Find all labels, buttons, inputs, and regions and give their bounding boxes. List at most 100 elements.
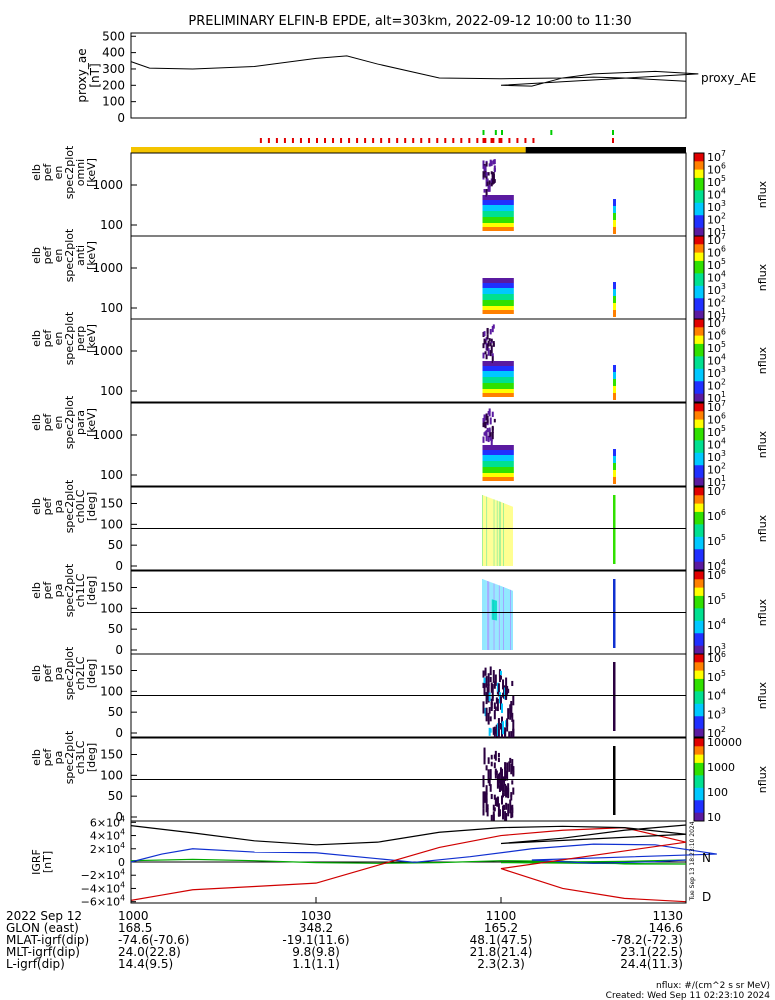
red-mark xyxy=(299,138,302,143)
spectrogram-cell xyxy=(503,310,505,314)
spectrogram-cell xyxy=(494,223,497,227)
spectrogram-cell xyxy=(490,682,493,693)
spectrogram-cell xyxy=(482,361,485,366)
spectrogram-cell xyxy=(495,211,498,217)
spectrogram-cell xyxy=(485,172,488,177)
spectrogram-cell xyxy=(511,371,513,377)
spectrogram-cell xyxy=(482,371,485,377)
spectrogram-cell xyxy=(502,679,505,690)
spectrogram-cell xyxy=(496,461,499,467)
colorbar-frame xyxy=(693,653,705,738)
spectrogram-cell xyxy=(501,473,503,477)
spectrogram-cell xyxy=(511,283,513,288)
spectrogram-cell xyxy=(485,342,488,351)
spectrogram-cell xyxy=(484,393,487,397)
spectrogram-cell xyxy=(504,278,506,283)
spectrogram-cell xyxy=(484,421,487,429)
spectrogram-cell xyxy=(482,200,485,205)
spectrogram-cell xyxy=(483,377,486,383)
status-bars xyxy=(131,130,686,153)
green-mark xyxy=(501,130,503,135)
spectrogram-cell xyxy=(613,303,616,310)
green-mark xyxy=(494,130,497,135)
spectrogram-cell xyxy=(487,340,490,347)
spectrogram-cell xyxy=(508,283,510,288)
spectrogram-cell xyxy=(493,710,496,720)
colorbar-cell xyxy=(694,184,704,187)
spectrogram-cell xyxy=(490,217,493,223)
spectrogram-cell xyxy=(503,804,506,811)
spectrogram-cell xyxy=(501,227,503,231)
colorbar-cell xyxy=(694,670,704,674)
spectrogram-cell xyxy=(492,205,495,211)
colorbar-cell xyxy=(694,327,704,330)
spectrogram-cell xyxy=(498,283,501,288)
spectrogram-cell xyxy=(508,200,510,205)
colorbar-cell xyxy=(694,701,704,705)
spectrogram-cell xyxy=(510,306,512,310)
colorbar-tick-label: 101 xyxy=(707,224,726,239)
spectrogram-cell xyxy=(495,393,498,397)
igrf-line-E xyxy=(130,843,717,864)
spectrogram-cell xyxy=(511,195,513,200)
colorbar-cell xyxy=(694,775,704,778)
spectrogram-cell xyxy=(504,393,506,397)
spectrogram-cell xyxy=(490,160,493,164)
y-tick-label: 100 xyxy=(100,218,123,232)
spectrogram-cell xyxy=(503,200,505,205)
spectrogram-cell xyxy=(499,361,502,366)
spectrogram-cell xyxy=(508,731,511,739)
colorbar-cell xyxy=(694,536,704,540)
spectrogram-cell xyxy=(497,294,500,300)
spectrogram-cell xyxy=(488,477,491,481)
spectrogram-cell xyxy=(491,326,494,333)
colorbar-cell xyxy=(694,225,704,229)
spectrogram-cell xyxy=(486,205,489,211)
colorbar-cell xyxy=(694,624,704,628)
spectrogram-cell xyxy=(504,310,506,314)
spectrogram-cell xyxy=(490,477,493,481)
spectrogram-cell xyxy=(501,450,503,455)
colorbar-cell xyxy=(694,732,704,736)
spectrogram-cell xyxy=(487,205,490,211)
spectrogram-cell xyxy=(511,217,513,223)
spectrogram-cell xyxy=(505,383,507,389)
colorbar-label: nflux xyxy=(756,346,769,374)
spectrogram-cell xyxy=(497,361,500,366)
spectrogram-cell xyxy=(492,211,495,217)
spectrogram-cell xyxy=(482,422,485,428)
spectrogram-cell xyxy=(484,389,487,393)
spectrogram-cell xyxy=(491,283,494,288)
spectrogram-cell xyxy=(499,450,502,455)
spectrogram-cell xyxy=(483,310,486,314)
spectrogram-cell xyxy=(498,377,501,383)
spectrogram-cell xyxy=(490,473,493,477)
colorbar-cell xyxy=(694,242,704,245)
spectrogram-cell xyxy=(487,445,490,450)
spectrogram-cell xyxy=(509,383,511,389)
colorbar-cell xyxy=(694,285,704,289)
spectrogram-cell xyxy=(492,227,495,231)
spectrogram-cell xyxy=(489,784,492,792)
colorbar-tick-label: 105 xyxy=(707,533,726,548)
spectrogram-cell xyxy=(483,205,486,211)
spectrogram-cell xyxy=(498,445,501,450)
spectrogram-cell xyxy=(504,477,506,481)
spectrogram-cell xyxy=(490,338,493,342)
spectrogram-cell xyxy=(493,227,496,231)
colorbar-cell xyxy=(694,487,704,490)
spectrogram-cell xyxy=(613,365,616,372)
red-mark xyxy=(612,138,614,143)
spectrogram-cell xyxy=(493,179,496,183)
spectrogram-cell xyxy=(511,383,513,389)
x-row-value: 1130 xyxy=(652,909,683,923)
spectrogram-cell xyxy=(506,771,509,781)
x-row-value: 348.2 xyxy=(299,921,333,935)
spectrogram-cell xyxy=(507,361,509,366)
spectrogram-cell xyxy=(613,662,616,731)
spectrogram-cell xyxy=(489,383,492,389)
spectrogram-cell xyxy=(482,393,485,397)
colorbar-cell xyxy=(694,155,704,158)
colorbar-cell xyxy=(694,524,704,527)
